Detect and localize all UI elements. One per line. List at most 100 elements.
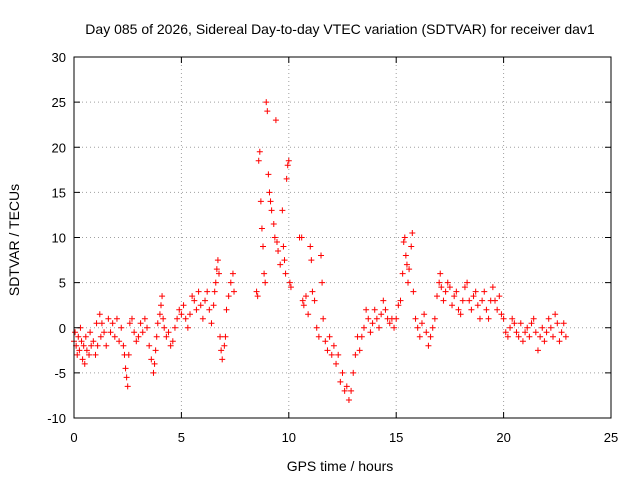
data-point — [498, 311, 505, 318]
data-point — [350, 369, 357, 376]
y-tick-label: 15 — [52, 185, 66, 200]
data-point — [97, 333, 104, 340]
data-point — [76, 347, 83, 354]
data-point — [470, 293, 477, 300]
data-point — [335, 351, 342, 358]
data-point — [360, 324, 367, 331]
data-point — [315, 333, 322, 340]
y-tick-label: -5 — [54, 366, 66, 381]
y-tick-label: 10 — [52, 231, 66, 246]
data-point — [500, 315, 507, 322]
data-point — [541, 338, 548, 345]
data-point — [461, 284, 468, 291]
data-point — [176, 306, 183, 313]
data-point — [202, 297, 209, 304]
data-point — [356, 347, 363, 354]
data-point — [414, 324, 421, 331]
data-point — [264, 108, 271, 115]
data-point — [148, 356, 155, 363]
data-point — [223, 306, 230, 313]
data-point — [271, 234, 278, 241]
data-point — [378, 311, 385, 318]
data-point — [431, 315, 438, 322]
data-point — [217, 333, 224, 340]
x-tick-label: 15 — [389, 430, 403, 445]
data-point — [133, 338, 140, 345]
data-point — [367, 329, 374, 336]
data-point — [405, 279, 412, 286]
data-point — [410, 288, 417, 295]
data-point — [87, 329, 94, 336]
data-point — [80, 342, 87, 349]
data-point — [169, 338, 176, 345]
data-point — [547, 324, 554, 331]
y-tick-label: 30 — [52, 50, 66, 65]
data-point — [476, 315, 483, 322]
data-point — [257, 198, 264, 205]
data-point — [144, 324, 151, 331]
data-point — [282, 270, 289, 277]
x-axis-title: GPS time / hours — [287, 458, 394, 474]
data-point — [519, 338, 526, 345]
data-point — [397, 297, 404, 304]
data-point — [481, 288, 488, 295]
data-point — [94, 342, 101, 349]
y-tick-label: 5 — [59, 276, 66, 291]
data-point — [218, 347, 225, 354]
data-point — [437, 270, 444, 277]
data-point — [455, 306, 462, 313]
data-point — [328, 351, 335, 358]
y-axis-title: SDTVAR / TECUs — [6, 184, 22, 296]
data-point — [72, 329, 79, 336]
data-point — [273, 239, 280, 246]
data-point — [412, 315, 419, 322]
data-point — [265, 171, 272, 178]
data-point — [225, 293, 232, 300]
data-point — [154, 320, 161, 327]
data-point — [118, 324, 125, 331]
data-point — [206, 306, 213, 313]
data-point — [393, 315, 400, 322]
data-point — [319, 279, 326, 286]
data-point — [78, 338, 85, 345]
data-point — [105, 315, 112, 322]
data-point — [494, 306, 501, 313]
data-point — [146, 342, 153, 349]
data-point — [313, 324, 320, 331]
data-point — [534, 347, 541, 354]
x-tick-label: 25 — [604, 430, 618, 445]
data-point — [457, 311, 464, 318]
data-point — [562, 333, 569, 340]
data-point — [530, 315, 537, 322]
data-point — [550, 333, 557, 340]
data-point — [195, 288, 202, 295]
data-point — [300, 302, 307, 309]
data-point — [479, 297, 486, 304]
data-point — [492, 297, 499, 304]
data-point — [339, 369, 346, 376]
data-point — [107, 329, 114, 336]
data-point — [358, 333, 365, 340]
data-point — [83, 347, 90, 354]
y-tick-label: 0 — [59, 321, 66, 336]
chart-title: Day 085 of 2026, Sidereal Day-to-day VTE… — [85, 21, 595, 37]
data-point — [88, 342, 95, 349]
data-point — [111, 333, 118, 340]
data-point — [496, 293, 503, 300]
y-tick-label: 20 — [52, 140, 66, 155]
data-point — [552, 311, 559, 318]
data-point — [507, 324, 514, 331]
data-point — [268, 207, 275, 214]
data-point — [281, 257, 288, 264]
data-point — [472, 288, 479, 295]
data-point — [139, 329, 146, 336]
data-point — [400, 239, 407, 246]
data-point — [152, 347, 159, 354]
data-point — [526, 333, 533, 340]
data-point — [79, 356, 86, 363]
data-point — [98, 320, 105, 327]
data-point — [287, 284, 294, 291]
data-point — [391, 324, 398, 331]
data-point — [210, 302, 217, 309]
